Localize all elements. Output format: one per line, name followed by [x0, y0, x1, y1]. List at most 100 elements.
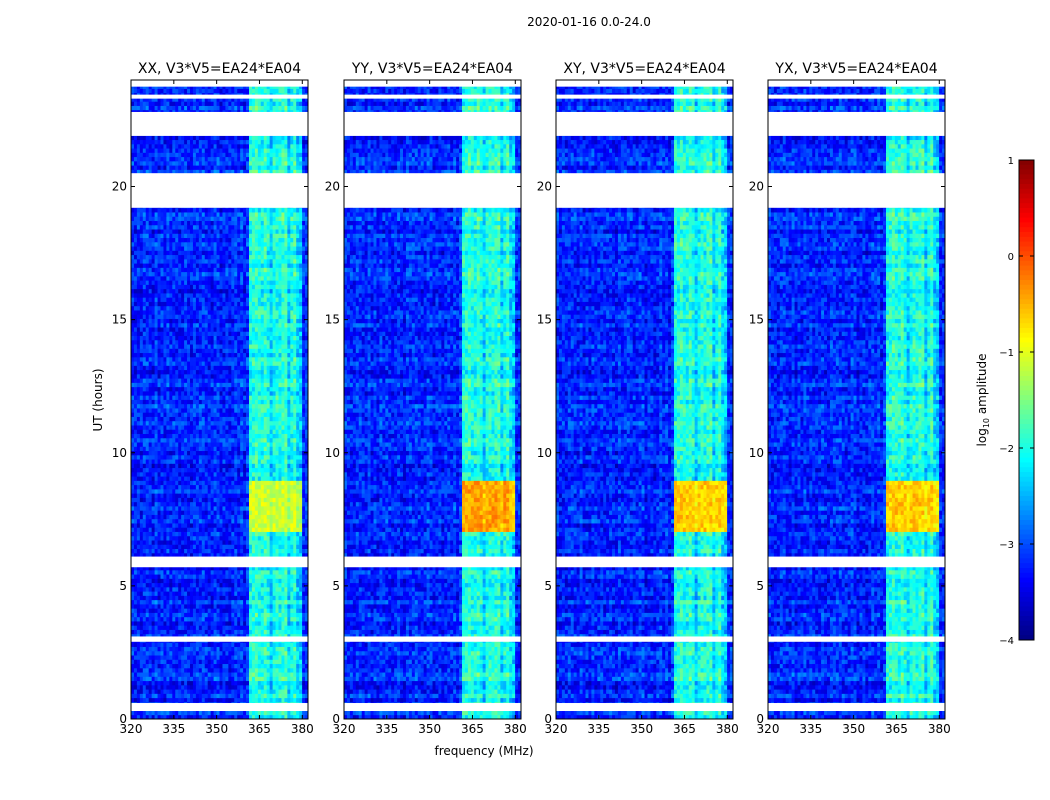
heatmap-cell [254, 433, 259, 439]
heatmap-cell [181, 429, 185, 434]
heatmap-cell [151, 420, 155, 426]
heatmap-cell [172, 616, 176, 622]
heatmap-cell [287, 497, 291, 503]
heatmap-cell [169, 446, 173, 452]
heatmap-cell [246, 621, 250, 626]
heatmap-cell [228, 608, 232, 613]
heatmap-cell [163, 578, 167, 584]
heatmap-cell [175, 655, 179, 660]
heatmap-cell [216, 501, 220, 507]
heatmap-cell [139, 552, 144, 558]
heatmap-cell [195, 390, 200, 396]
heatmap-cell [133, 710, 138, 716]
heatmap-cell [246, 399, 250, 405]
heatmap-cell [296, 608, 300, 613]
heatmap-cell [234, 569, 238, 575]
heatmap-cell [190, 582, 194, 588]
heatmap-cell [237, 518, 241, 524]
heatmap-cell [160, 442, 164, 447]
heatmap-cell [195, 506, 200, 511]
heatmap-cell [290, 493, 294, 498]
heatmap-cell [166, 408, 170, 413]
heatmap-cell [240, 420, 244, 426]
heatmap-cell [210, 390, 214, 396]
heatmap-cell [269, 540, 273, 545]
heatmap-cell [136, 437, 141, 443]
heatmap-cell [234, 595, 238, 601]
heatmap-cell [184, 676, 188, 682]
heatmap-cell [154, 612, 158, 618]
heatmap-cell [225, 650, 229, 656]
heatmap-cell [160, 523, 164, 528]
heatmap-cell [293, 467, 297, 473]
heatmap-cell [243, 501, 247, 507]
heatmap-cell [154, 450, 158, 456]
heatmap-cell [131, 650, 135, 656]
heatmap-cell [142, 608, 147, 613]
heatmap-cell [213, 603, 217, 609]
heatmap-cell [260, 595, 265, 601]
heatmap-cell [246, 582, 250, 588]
heatmap-cell [157, 373, 161, 379]
heatmap-cell [299, 633, 303, 639]
heatmap-cell [187, 544, 191, 549]
heatmap-cell [136, 586, 141, 592]
heatmap-cell [142, 629, 147, 635]
heatmap-cell [166, 416, 170, 422]
heatmap-cell [269, 403, 273, 409]
heatmap-cell [184, 412, 188, 417]
heatmap-cell [243, 510, 247, 515]
heatmap-cell [257, 390, 262, 396]
heatmap-cell [254, 642, 259, 647]
heatmap-cell [175, 608, 179, 613]
heatmap-cell [263, 463, 268, 469]
heatmap-cell [181, 446, 185, 452]
heatmap-cell [275, 450, 279, 456]
heatmap-cell [142, 663, 147, 669]
heatmap-cell [139, 510, 144, 515]
heatmap-cell [131, 714, 135, 719]
heatmap-cell [187, 540, 191, 545]
heatmap-cell [181, 476, 185, 481]
heatmap-cell [222, 506, 226, 511]
heatmap-cell [133, 373, 138, 379]
heatmap-cell [278, 446, 282, 452]
heatmap-cell [204, 459, 209, 464]
heatmap-cell [269, 399, 273, 405]
heatmap-cell [148, 395, 153, 400]
heatmap-cell [281, 663, 285, 669]
heatmap-cell [263, 659, 268, 665]
heatmap-cell [160, 378, 164, 383]
heatmap-cell [210, 548, 214, 554]
heatmap-cell [296, 395, 300, 400]
heatmap-cell [293, 484, 297, 490]
heatmap-cell [254, 518, 259, 524]
heatmap-cell [198, 586, 203, 592]
heatmap-cell [175, 676, 179, 682]
heatmap-cell [192, 608, 197, 613]
heatmap-cell [228, 386, 232, 392]
heatmap-cell [172, 467, 176, 473]
heatmap-cell [240, 578, 244, 584]
heatmap-cell [284, 467, 288, 473]
heatmap-cell [266, 518, 271, 524]
heatmap-cell [201, 382, 206, 388]
heatmap-cell [151, 621, 155, 626]
heatmap-cell [136, 633, 141, 639]
heatmap-cell [157, 582, 161, 588]
heatmap-cell [195, 403, 200, 409]
heatmap-cell [142, 591, 147, 596]
heatmap-cell [210, 488, 214, 494]
heatmap-cell [148, 540, 153, 545]
heatmap-cell [131, 655, 135, 660]
heatmap-cell [240, 672, 244, 677]
heatmap-cell [163, 446, 167, 452]
heatmap-cell [178, 663, 182, 669]
heatmap-cell [266, 535, 271, 541]
heatmap-cell [290, 382, 294, 388]
heatmap-cell [305, 603, 308, 609]
heatmap-cell [278, 416, 282, 422]
heatmap-cell [290, 544, 294, 549]
heatmap-cell [305, 582, 308, 588]
heatmap-cell [139, 416, 144, 422]
